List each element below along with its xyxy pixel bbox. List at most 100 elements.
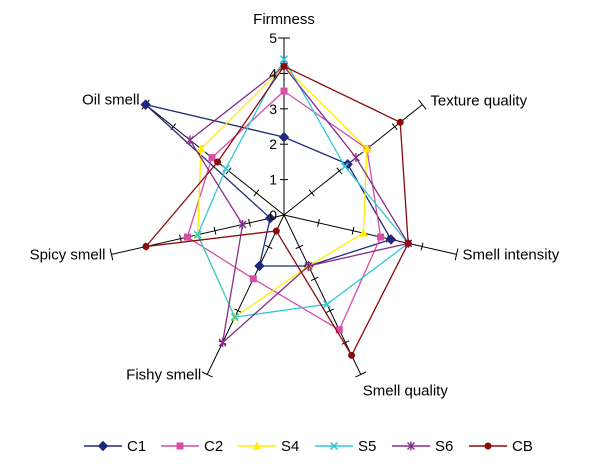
axis-label-smell-intensity: Smell intensity bbox=[463, 246, 560, 263]
legend-item-c1: C1 bbox=[84, 438, 146, 455]
legend-label-s5: S5 bbox=[358, 438, 376, 455]
marker-stroke bbox=[193, 230, 202, 239]
data-point-c2-firmness bbox=[280, 87, 288, 95]
axis-tick bbox=[355, 371, 367, 378]
data-point-s6-texture-quality bbox=[351, 153, 360, 163]
marker-stroke bbox=[340, 162, 349, 171]
axis-tick bbox=[109, 248, 114, 261]
data-point-s4-oil-smell bbox=[196, 144, 206, 153]
data-point-c2-spicy-smell bbox=[183, 233, 191, 241]
series-s4 bbox=[193, 61, 372, 321]
data-point-s5-oil-smell bbox=[221, 164, 230, 173]
legend-item-s4: S4 bbox=[238, 438, 299, 455]
data-point-c2-fishy-smell bbox=[249, 275, 257, 283]
axis-tick bbox=[234, 308, 242, 313]
legend-item-s6: S6 bbox=[392, 438, 453, 455]
radial-tick-label: 2 bbox=[269, 136, 277, 152]
legend-item-s5: S5 bbox=[315, 438, 376, 455]
legend-label-s4: S4 bbox=[281, 438, 299, 455]
axis-label-fishy-smell: Fishy smell bbox=[126, 366, 201, 383]
axis-label-firmness: Firmness bbox=[253, 11, 315, 28]
axis-tick bbox=[308, 189, 315, 197]
series-cb bbox=[142, 62, 412, 359]
data-point-cb-fishy-smell bbox=[272, 227, 280, 235]
data-point-c1-firmness bbox=[278, 131, 290, 143]
legend-marker-s6 bbox=[407, 441, 415, 451]
axis-line-smell-intensity bbox=[283, 214, 457, 255]
axis-tick bbox=[420, 242, 424, 251]
series-layer bbox=[140, 55, 413, 359]
data-point-s5-texture-quality bbox=[340, 162, 349, 171]
marker-stroke bbox=[221, 164, 230, 173]
marker-stroke bbox=[279, 55, 289, 64]
data-point-s5-smell-quality bbox=[322, 300, 332, 309]
legend-label-s6: S6 bbox=[435, 438, 453, 455]
legend-item-c2: C2 bbox=[161, 438, 223, 455]
legend-marker-c1 bbox=[97, 440, 109, 452]
marker-stroke bbox=[329, 441, 339, 451]
data-point-cb-texture-quality bbox=[396, 118, 404, 126]
data-point-cb-firmness bbox=[280, 62, 288, 70]
axis-tick bbox=[454, 248, 459, 261]
axis-tick bbox=[295, 244, 304, 250]
series-s5 bbox=[193, 55, 413, 322]
axis-label-texture-quality: Texture quality bbox=[430, 93, 527, 110]
data-point-s5-fishy-smell bbox=[230, 312, 239, 322]
data-point-s5-firmness bbox=[279, 55, 289, 64]
axis-tick bbox=[391, 123, 398, 131]
data-point-c1-spicy-smell bbox=[264, 212, 276, 224]
legend: C1 C2 S4 S5 S6 CB bbox=[84, 438, 533, 455]
radial-tick-label: 4 bbox=[269, 65, 277, 81]
axis-tick bbox=[336, 167, 343, 175]
axis-tick bbox=[326, 308, 334, 313]
data-point-s6-oil-smell bbox=[185, 135, 194, 145]
axis-tick bbox=[264, 244, 273, 250]
axis-line-smell-quality bbox=[283, 214, 362, 375]
data-point-s6-smell-quality bbox=[304, 261, 313, 271]
axis-line-fishy-smell bbox=[206, 214, 285, 375]
series-line-cb bbox=[144, 65, 409, 357]
marker-stroke bbox=[230, 312, 239, 322]
data-point-c1-smell-intensity bbox=[385, 234, 397, 245]
series-line-c2 bbox=[186, 90, 382, 331]
axis-label-smell-quality: Smell quality bbox=[363, 382, 449, 399]
axis-label-spicy-smell: Spicy smell bbox=[30, 246, 106, 263]
data-point-cb-smell-intensity bbox=[404, 239, 412, 247]
series-line-c1 bbox=[143, 103, 392, 267]
data-point-s4-texture-quality bbox=[362, 144, 372, 153]
axis-tick bbox=[201, 371, 213, 378]
series-s6 bbox=[185, 61, 413, 348]
axis-label-oil-smell: Oil smell bbox=[82, 92, 140, 109]
data-point-c2-smell-quality bbox=[335, 326, 343, 334]
radial-tick-label: 1 bbox=[269, 172, 277, 188]
radial-tick-label: 0 bbox=[269, 207, 277, 223]
axis-tick bbox=[317, 218, 320, 227]
legend-label-c1: C1 bbox=[127, 438, 146, 455]
legend-item-cb: CB bbox=[469, 438, 533, 455]
data-point-cb-smell-quality bbox=[348, 351, 356, 359]
radial-tick-label: 5 bbox=[269, 30, 277, 46]
series-line-s4 bbox=[197, 65, 368, 319]
legend-label-cb: CB bbox=[512, 438, 533, 455]
series-line-s6 bbox=[189, 65, 410, 345]
data-point-s6-fishy-smell bbox=[218, 338, 227, 348]
axis-tick bbox=[253, 189, 260, 197]
legend-marker-s5 bbox=[329, 441, 339, 451]
data-point-c2-smell-intensity bbox=[377, 233, 385, 241]
legend-marker-s4 bbox=[252, 441, 262, 450]
axis-tick bbox=[213, 226, 217, 235]
legend-marker-cb bbox=[484, 442, 492, 450]
axis-tick bbox=[310, 276, 319, 281]
axis-tick bbox=[341, 340, 350, 345]
data-point-s6-spicy-smell bbox=[238, 219, 247, 229]
axis-tick bbox=[418, 99, 427, 110]
axis-tick bbox=[179, 234, 182, 243]
data-point-c1-fishy-smell bbox=[254, 260, 265, 272]
legend-marker-c2 bbox=[176, 442, 184, 450]
data-point-cb-spicy-smell bbox=[142, 243, 150, 251]
axis-tick bbox=[351, 226, 355, 235]
legend-label-c2: C2 bbox=[204, 438, 223, 455]
axis-labels: 0 1 2 3 4 5 Firmness Texture quality Smell inten… bbox=[30, 11, 560, 399]
marker-stroke bbox=[322, 300, 332, 309]
